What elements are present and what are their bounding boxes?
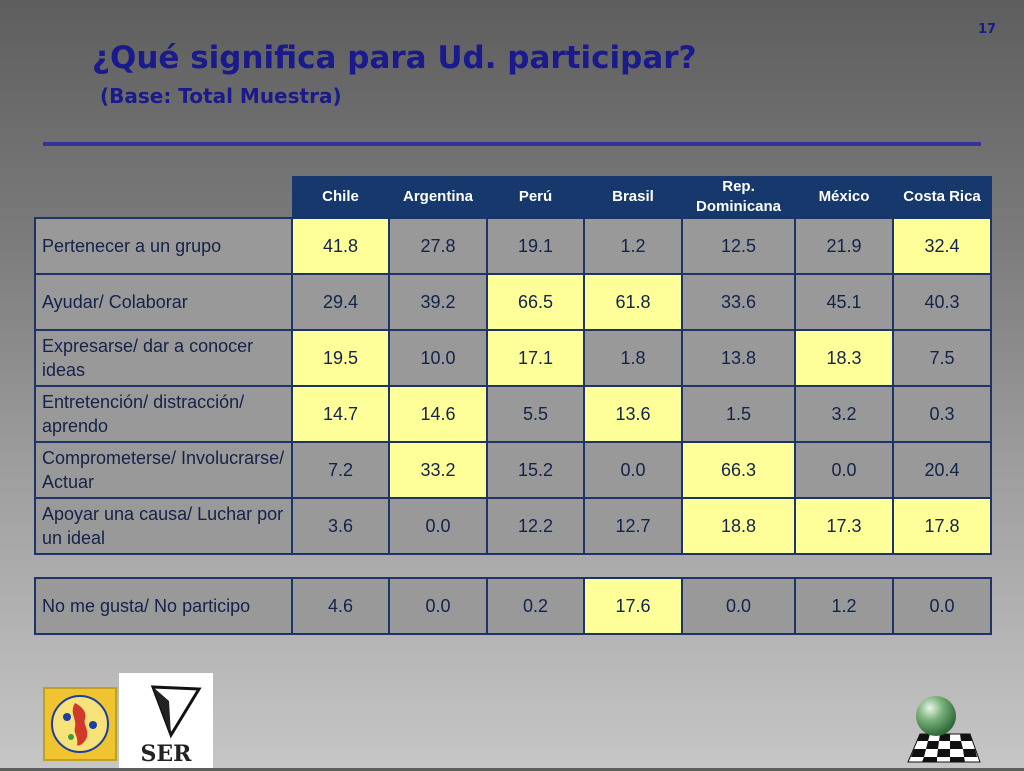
value-cell: 15.2 bbox=[486, 441, 585, 499]
value-cell: 13.8 bbox=[681, 329, 796, 387]
value-cell: 13.6 bbox=[583, 385, 683, 443]
page-number: 17 bbox=[978, 22, 997, 37]
value-cell: 29.4 bbox=[291, 273, 390, 331]
value-cell: 18.3 bbox=[794, 329, 894, 387]
value-cell: 3.2 bbox=[794, 385, 894, 443]
row-label: No me gusta/ No participo bbox=[34, 577, 293, 635]
row-label: Expresarse/ dar a conocer ideas bbox=[34, 329, 293, 387]
value-cell: 1.5 bbox=[681, 385, 796, 443]
value-cell: 33.2 bbox=[388, 441, 488, 499]
column-header: Brasil bbox=[583, 176, 683, 219]
value-cell: 17.3 bbox=[794, 497, 894, 555]
table-row: Expresarse/ dar a conocer ideas 19.5 10.0 1… bbox=[34, 329, 992, 387]
value-cell: 0.0 bbox=[388, 497, 488, 555]
row-label: Apoyar una causa/ Luchar por un ideal bbox=[34, 497, 293, 555]
value-cell: 3.6 bbox=[291, 497, 390, 555]
value-cell: 40.3 bbox=[892, 273, 992, 331]
value-cell: 12.7 bbox=[583, 497, 683, 555]
value-cell: 0.2 bbox=[486, 577, 585, 635]
value-cell: 41.8 bbox=[291, 217, 390, 275]
value-cell: 14.6 bbox=[388, 385, 488, 443]
value-cell: 19.1 bbox=[486, 217, 585, 275]
value-cell: 12.2 bbox=[486, 497, 585, 555]
value-cell: 10.0 bbox=[388, 329, 488, 387]
column-header: Argentina bbox=[388, 176, 488, 219]
value-cell: 1.2 bbox=[583, 217, 683, 275]
value-cell: 61.8 bbox=[583, 273, 683, 331]
row-label: Entretención/ distracción/ aprendo bbox=[34, 385, 293, 443]
ser-logo: SER bbox=[119, 673, 213, 768]
value-cell: 18.8 bbox=[681, 497, 796, 555]
row-label: Comprometerse/ Involucrarse/ Actuar bbox=[34, 441, 293, 499]
value-cell: 17.8 bbox=[892, 497, 992, 555]
slide-subtitle: (Base: Total Muestra) bbox=[100, 84, 342, 108]
value-cell: 27.8 bbox=[388, 217, 488, 275]
value-cell: 20.4 bbox=[892, 441, 992, 499]
value-cell: 12.5 bbox=[681, 217, 796, 275]
chess-globe-logo bbox=[898, 688, 988, 766]
table-row: Entretención/ distracción/ aprendo 14.7 14… bbox=[34, 385, 992, 443]
value-cell: 0.3 bbox=[892, 385, 992, 443]
value-cell: 0.0 bbox=[892, 577, 992, 635]
column-header: Perú bbox=[486, 176, 585, 219]
table-row: Pertenecer a un grupo 41.8 27.8 19.1 1.2 12.5… bbox=[34, 217, 992, 275]
table-row-no-participation: No me gusta/ No participo 4.6 0.0 0.2 17.6 0.… bbox=[34, 577, 992, 635]
value-cell: 0.0 bbox=[794, 441, 894, 499]
value-cell: 32.4 bbox=[892, 217, 992, 275]
row-label: Pertenecer a un grupo bbox=[34, 217, 293, 275]
title-divider bbox=[43, 142, 981, 146]
slide-title: ¿Qué significa para Ud. participar? bbox=[92, 40, 697, 76]
value-cell: 33.6 bbox=[681, 273, 796, 331]
value-cell: 0.0 bbox=[681, 577, 796, 635]
column-header: México bbox=[794, 176, 894, 219]
value-cell: 7.5 bbox=[892, 329, 992, 387]
value-cell: 66.5 bbox=[486, 273, 585, 331]
value-cell: 0.0 bbox=[388, 577, 488, 635]
column-header: Rep. Dominicana bbox=[681, 176, 796, 219]
column-header: Chile bbox=[291, 176, 390, 219]
value-cell: 21.9 bbox=[794, 217, 894, 275]
value-cell: 39.2 bbox=[388, 273, 488, 331]
value-cell: 14.7 bbox=[291, 385, 390, 443]
column-header: Costa Rica bbox=[892, 176, 992, 219]
value-cell: 7.2 bbox=[291, 441, 390, 499]
value-cell: 1.8 bbox=[583, 329, 683, 387]
value-cell: 0.0 bbox=[583, 441, 683, 499]
table-row: Apoyar una causa/ Luchar por un ideal 3.6… bbox=[34, 497, 992, 555]
value-cell: 19.5 bbox=[291, 329, 390, 387]
header-blank-cell bbox=[35, 177, 292, 219]
ser-logo-text: SER bbox=[140, 741, 192, 767]
no-participation-table: No me gusta/ No participo 4.6 0.0 0.2 17.6 0.… bbox=[34, 577, 992, 635]
value-cell: 66.3 bbox=[681, 441, 796, 499]
value-cell: 5.5 bbox=[486, 385, 585, 443]
table-header-row: Chile Argentina Perú Brasil Rep. Dominic… bbox=[35, 176, 992, 219]
value-cell: 17.6 bbox=[583, 577, 683, 635]
value-cell: 17.1 bbox=[486, 329, 585, 387]
results-table: Chile Argentina Perú Brasil Rep. Dominic… bbox=[34, 176, 992, 555]
table-row: Comprometerse/ Involucrarse/ Actuar 7.2 33… bbox=[34, 441, 992, 499]
table-row: Ayudar/ Colaborar 29.4 39.2 66.5 61.8 33.6 45.… bbox=[34, 273, 992, 331]
value-cell: 4.6 bbox=[291, 577, 390, 635]
red-interamericana-logo bbox=[43, 687, 117, 761]
value-cell: 1.2 bbox=[794, 577, 894, 635]
value-cell: 45.1 bbox=[794, 273, 894, 331]
row-label: Ayudar/ Colaborar bbox=[34, 273, 293, 331]
